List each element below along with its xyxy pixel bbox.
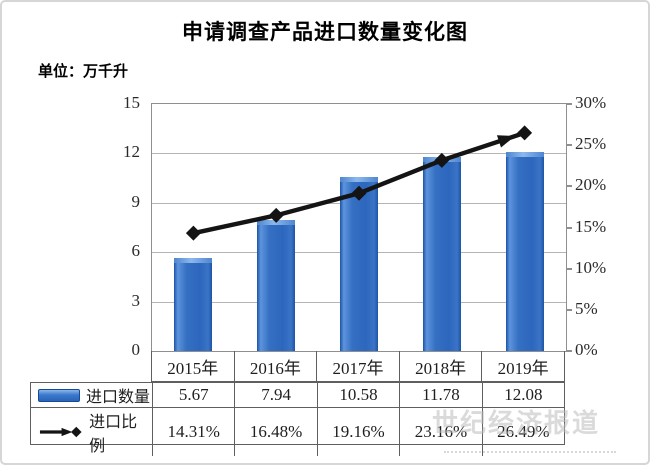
bar-top-highlight [174,257,213,263]
x-axis-label: 2019年 [481,351,564,381]
bar-2015年 [174,257,213,351]
bar-top-highlight [505,152,544,158]
quantity-value-cell: 11.78 [399,383,481,407]
right-axis-tick-mark [566,226,572,229]
diamond-marker-2016年 [268,207,284,223]
right-axis-tick-label: 15% [575,216,607,236]
bar-top-highlight [340,176,378,182]
quantity-value-cell: 7.94 [234,383,316,407]
ratio-line [191,130,527,236]
right-axis-tick-label: 10% [575,257,607,277]
quantity-value-cell: 10.58 [316,383,399,407]
ratio-series-label: 进口比例 [89,414,138,455]
right-axis-tick-mark [566,350,572,352]
bar-2019年 [505,152,544,351]
left-axis-tick-label: 9 [131,191,141,211]
bar-2018年 [422,157,461,351]
x-axis-label: 2018年 [398,351,482,381]
quantity-series-label: 进口数量 [86,389,151,406]
right-axis-tick-mark [566,185,572,188]
table-row-ratio: 进口比例 14.31% 16.48% 19.16% 23.16% 26.49% [31,408,564,456]
right-axis-tick-mark [566,308,572,311]
ratio-line-layer [185,125,533,241]
ratio-value-cell: 16.48% [234,408,316,456]
right-axis-tick-label: 25% [575,134,607,154]
right-axis-tick-mark [566,267,572,270]
x-axis-category-row: 2015年 2016年 2017年 2018年 2019年 [151,351,565,382]
x-axis-label: 2017年 [316,351,399,381]
left-axis-tick-label: 0 [131,340,141,359]
right-axis-tick-mark [566,144,572,147]
right-axis-tick-mark [566,103,572,105]
gridline [152,153,566,155]
diamond-marker-2017年 [351,185,367,201]
line-end-arrowhead [496,135,516,148]
bar-series-legend-icon [38,388,80,402]
table-row-quantity: 进口数量 5.67 7.94 10.58 11.78 12.08 [31,383,564,408]
legend-cell-ratio: 进口比例 [31,408,152,456]
left-axis-tick-label: 6 [131,241,141,261]
quantity-value-cell: 5.67 [152,383,234,407]
ratio-value-cell: 26.49% [481,408,564,456]
right-axis-tick-label: 20% [575,175,607,195]
right-axis-tick-label: 30% [575,93,607,112]
left-axis-tick-label: 15 [123,93,140,112]
ratio-value-cell: 23.16% [399,408,481,456]
quantity-value-cell: 12.08 [481,383,564,407]
right-axis-tick-label: 0% [575,340,598,359]
bar-2017年 [340,176,378,351]
ratio-value-cell: 14.31% [152,408,234,456]
data-table: 进口数量 5.67 7.94 10.58 11.78 12.08 进口比例 14.31%… [30,382,565,456]
left-axis-tick-label: 12 [123,142,140,162]
left-axis-tick-label: 3 [131,290,141,310]
diamond-marker-2018年 [434,152,450,168]
chart-title: 申请调查产品进口数量变化图 [182,21,468,44]
plot-area [151,103,567,352]
ratio-value-cell: 19.16% [316,408,399,456]
x-axis-label: 2016年 [233,351,317,381]
legend-cell-quantity: 进口数量 [31,383,152,407]
x-axis-label: 2015年 [167,358,219,378]
line-series-legend-icon [39,426,82,438]
unit-label: 单位：万千升 [38,63,129,80]
diamond-marker-2019年 [517,125,533,141]
right-axis-tick-label: 5% [575,298,598,318]
bar-2016年 [257,220,296,351]
diamond-marker-2015年 [185,225,201,241]
